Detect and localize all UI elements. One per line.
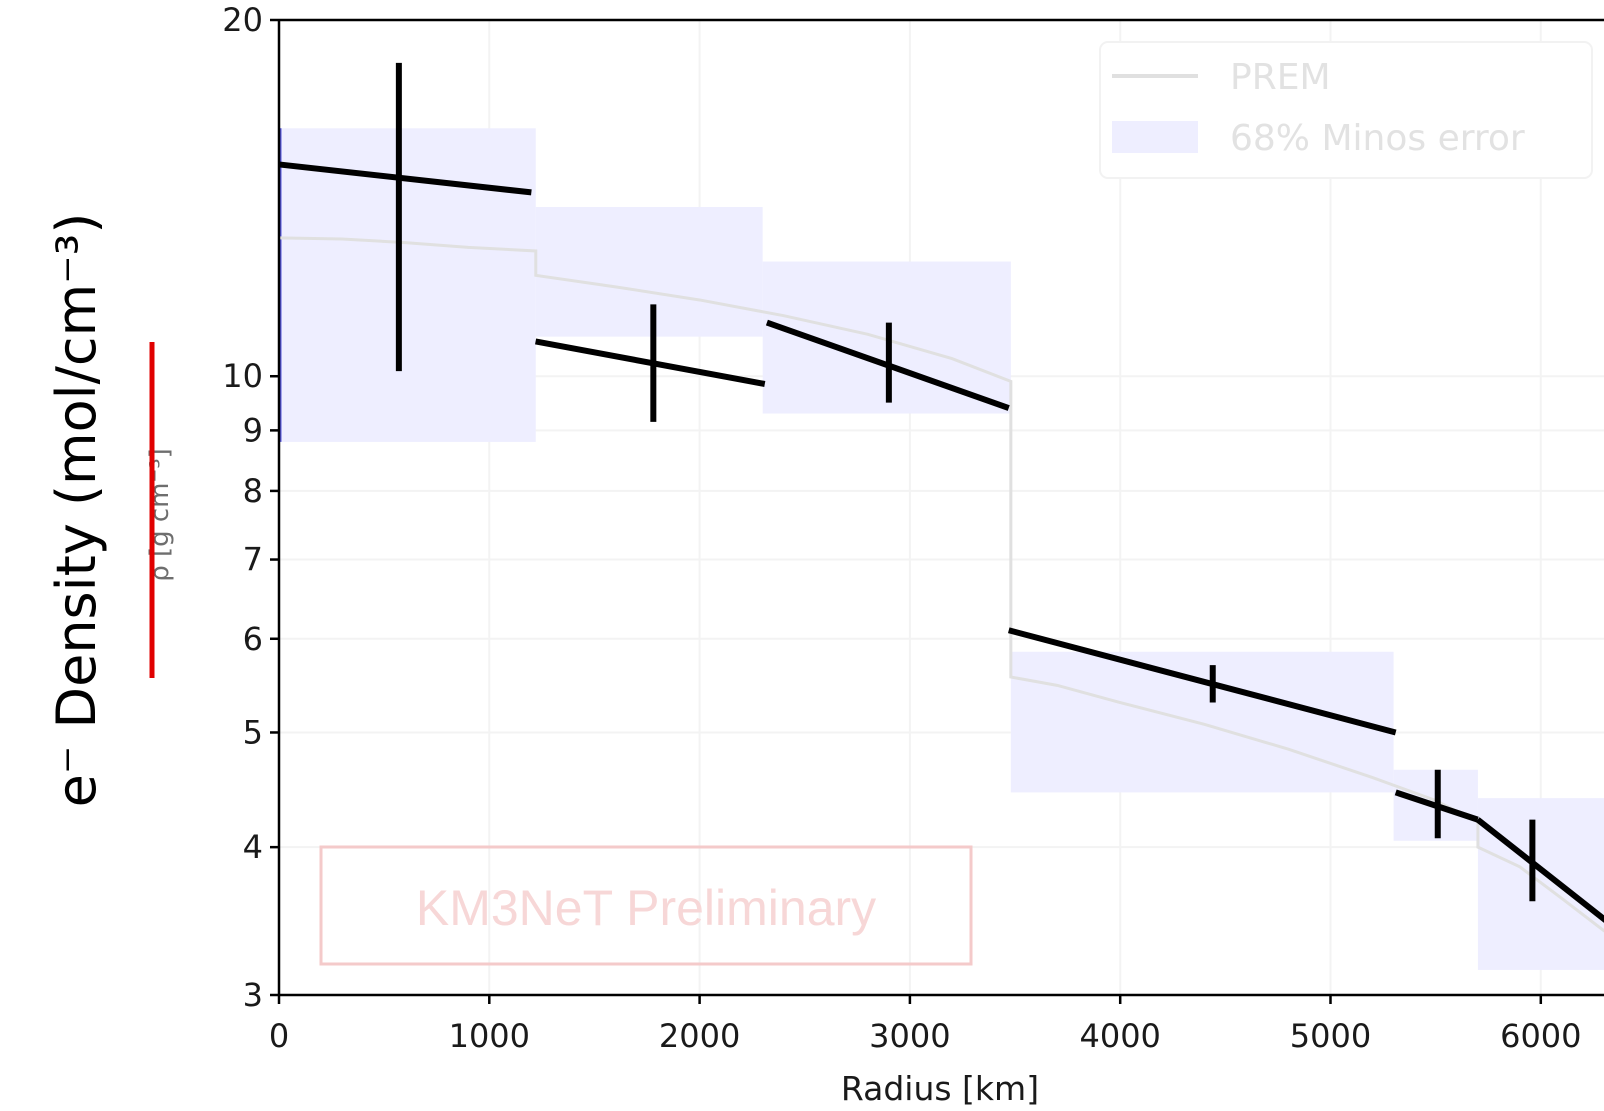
x-tick-label: 3000 [869, 1017, 950, 1055]
fit-segment [1007, 627, 1397, 736]
y-tick-label: 9 [243, 411, 263, 449]
minos-error-band [278, 128, 1604, 970]
x-axis-title: Radius [km] [841, 1069, 1039, 1108]
y-tick-label: 8 [243, 472, 263, 510]
legend-band-label: 68% Minos error [1230, 118, 1525, 159]
x-tick-label: 1000 [449, 1017, 530, 1055]
y-tick-label: 4 [243, 828, 263, 866]
x-tick-label: 6000 [1500, 1017, 1581, 1055]
prem-line [278, 236, 1604, 933]
legend-prem-label: PREM [1230, 57, 1331, 98]
band-segment [535, 206, 763, 337]
x-tick-label: 4000 [1079, 1017, 1160, 1055]
y-tick-label: 3 [243, 976, 263, 1014]
x-tick-label: 0 [269, 1017, 289, 1055]
fit-segments [278, 161, 1604, 923]
watermark-frame [319, 845, 973, 966]
y-tick-label: 10 [222, 357, 263, 395]
legend-band-swatch [1112, 121, 1198, 153]
fit-segment [1475, 817, 1604, 923]
x-ticks: 0 1000 2000 3000 4000 5000 6000 [269, 995, 1582, 1055]
y-axis-title: e⁻ Density (mol/cm⁻³) [45, 213, 108, 808]
legend-frame [1099, 41, 1593, 179]
axes [277, 18, 1604, 997]
band-segment [279, 128, 536, 442]
prem-curve [278, 236, 1604, 933]
y-tick-label: 6 [243, 620, 263, 658]
y-tick-label: 5 [243, 713, 263, 751]
x-tick-label: 5000 [1290, 1017, 1371, 1055]
watermark: KM3NeT Preliminary [319, 845, 973, 966]
y-ticks: 3 4 5 6 7 8 9 10 20 [222, 1, 279, 1014]
watermark-text: KM3NeT Preliminary [416, 880, 876, 936]
fit-segment [535, 338, 766, 387]
band-segment [1010, 651, 1394, 793]
y-tick-label: 20 [222, 1, 263, 39]
data-points [395, 62, 1536, 902]
legend: PREM 68% Minos error [1099, 41, 1593, 179]
y-tick-label: 7 [243, 541, 263, 579]
x-tick-label: 2000 [659, 1017, 740, 1055]
fit-segment [278, 161, 532, 196]
